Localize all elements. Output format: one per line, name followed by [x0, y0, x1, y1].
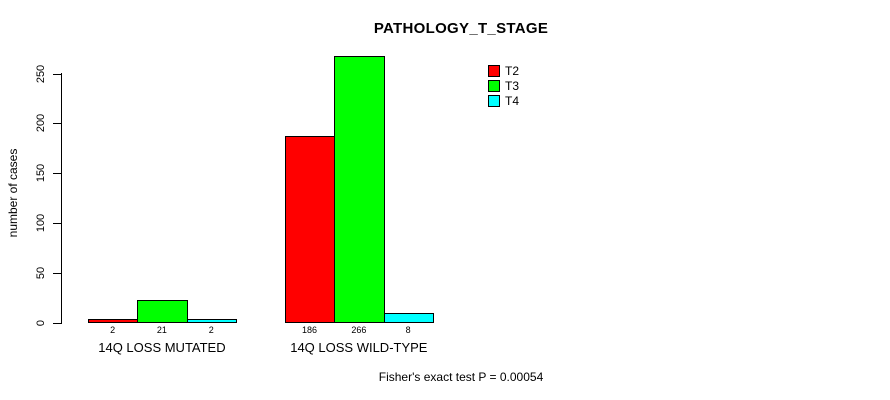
- chart-title: PATHOLOGY_T_STAGE: [373, 20, 549, 37]
- y-axis-tick-label: 150: [35, 163, 47, 183]
- bar-t4-group2: [384, 313, 434, 323]
- bar-value-label: 266: [351, 325, 367, 335]
- bar-value-label: 186: [302, 325, 318, 335]
- y-axis-tick-label: 200: [35, 114, 47, 133]
- legend-label: T4: [505, 93, 520, 108]
- y-axis-tick-label: 50: [35, 266, 47, 279]
- y-axis-tick: [53, 222, 62, 224]
- y-axis-line: [61, 73, 62, 323]
- bar-t2-group2: [285, 135, 335, 323]
- legend-label: T2: [505, 63, 520, 78]
- category-label: 14Q LOSS WILD-TYPE: [290, 340, 428, 355]
- legend-item-t2: T2: [488, 63, 519, 78]
- y-axis-tick-label: 0: [35, 319, 47, 326]
- legend-swatch-t4: [488, 94, 500, 107]
- y-axis-tick: [53, 173, 62, 175]
- category-label: 14Q LOSS MUTATED: [98, 340, 226, 355]
- legend: T2 T3 T4: [488, 63, 519, 108]
- legend-swatch-t3: [488, 79, 500, 92]
- y-axis-tick: [53, 123, 62, 125]
- bar-t2-group1: [88, 319, 138, 323]
- bar-value-label: 8: [405, 325, 411, 335]
- y-axis-tick-label: 100: [35, 213, 47, 233]
- y-axis-tick: [53, 73, 62, 75]
- legend-item-t3: T3: [488, 78, 519, 93]
- caption-text: Fisher's exact test P = 0.00054: [378, 370, 544, 384]
- y-axis-label: number of cases: [6, 148, 20, 238]
- bar-t3-group2: [334, 56, 385, 323]
- legend-swatch-t2: [488, 64, 500, 77]
- y-axis-tick: [53, 272, 62, 274]
- bar-value-label: 2: [208, 325, 214, 335]
- legend-label: T3: [505, 78, 520, 93]
- legend-item-t4: T4: [488, 93, 519, 108]
- bar-value-label: 21: [156, 325, 167, 335]
- y-axis-tick-label: 250: [35, 64, 47, 83]
- bar-t3-group1: [137, 300, 188, 323]
- y-axis-tick: [53, 322, 62, 324]
- bar-value-label: 2: [110, 325, 116, 335]
- bar-t4-group1: [187, 319, 237, 323]
